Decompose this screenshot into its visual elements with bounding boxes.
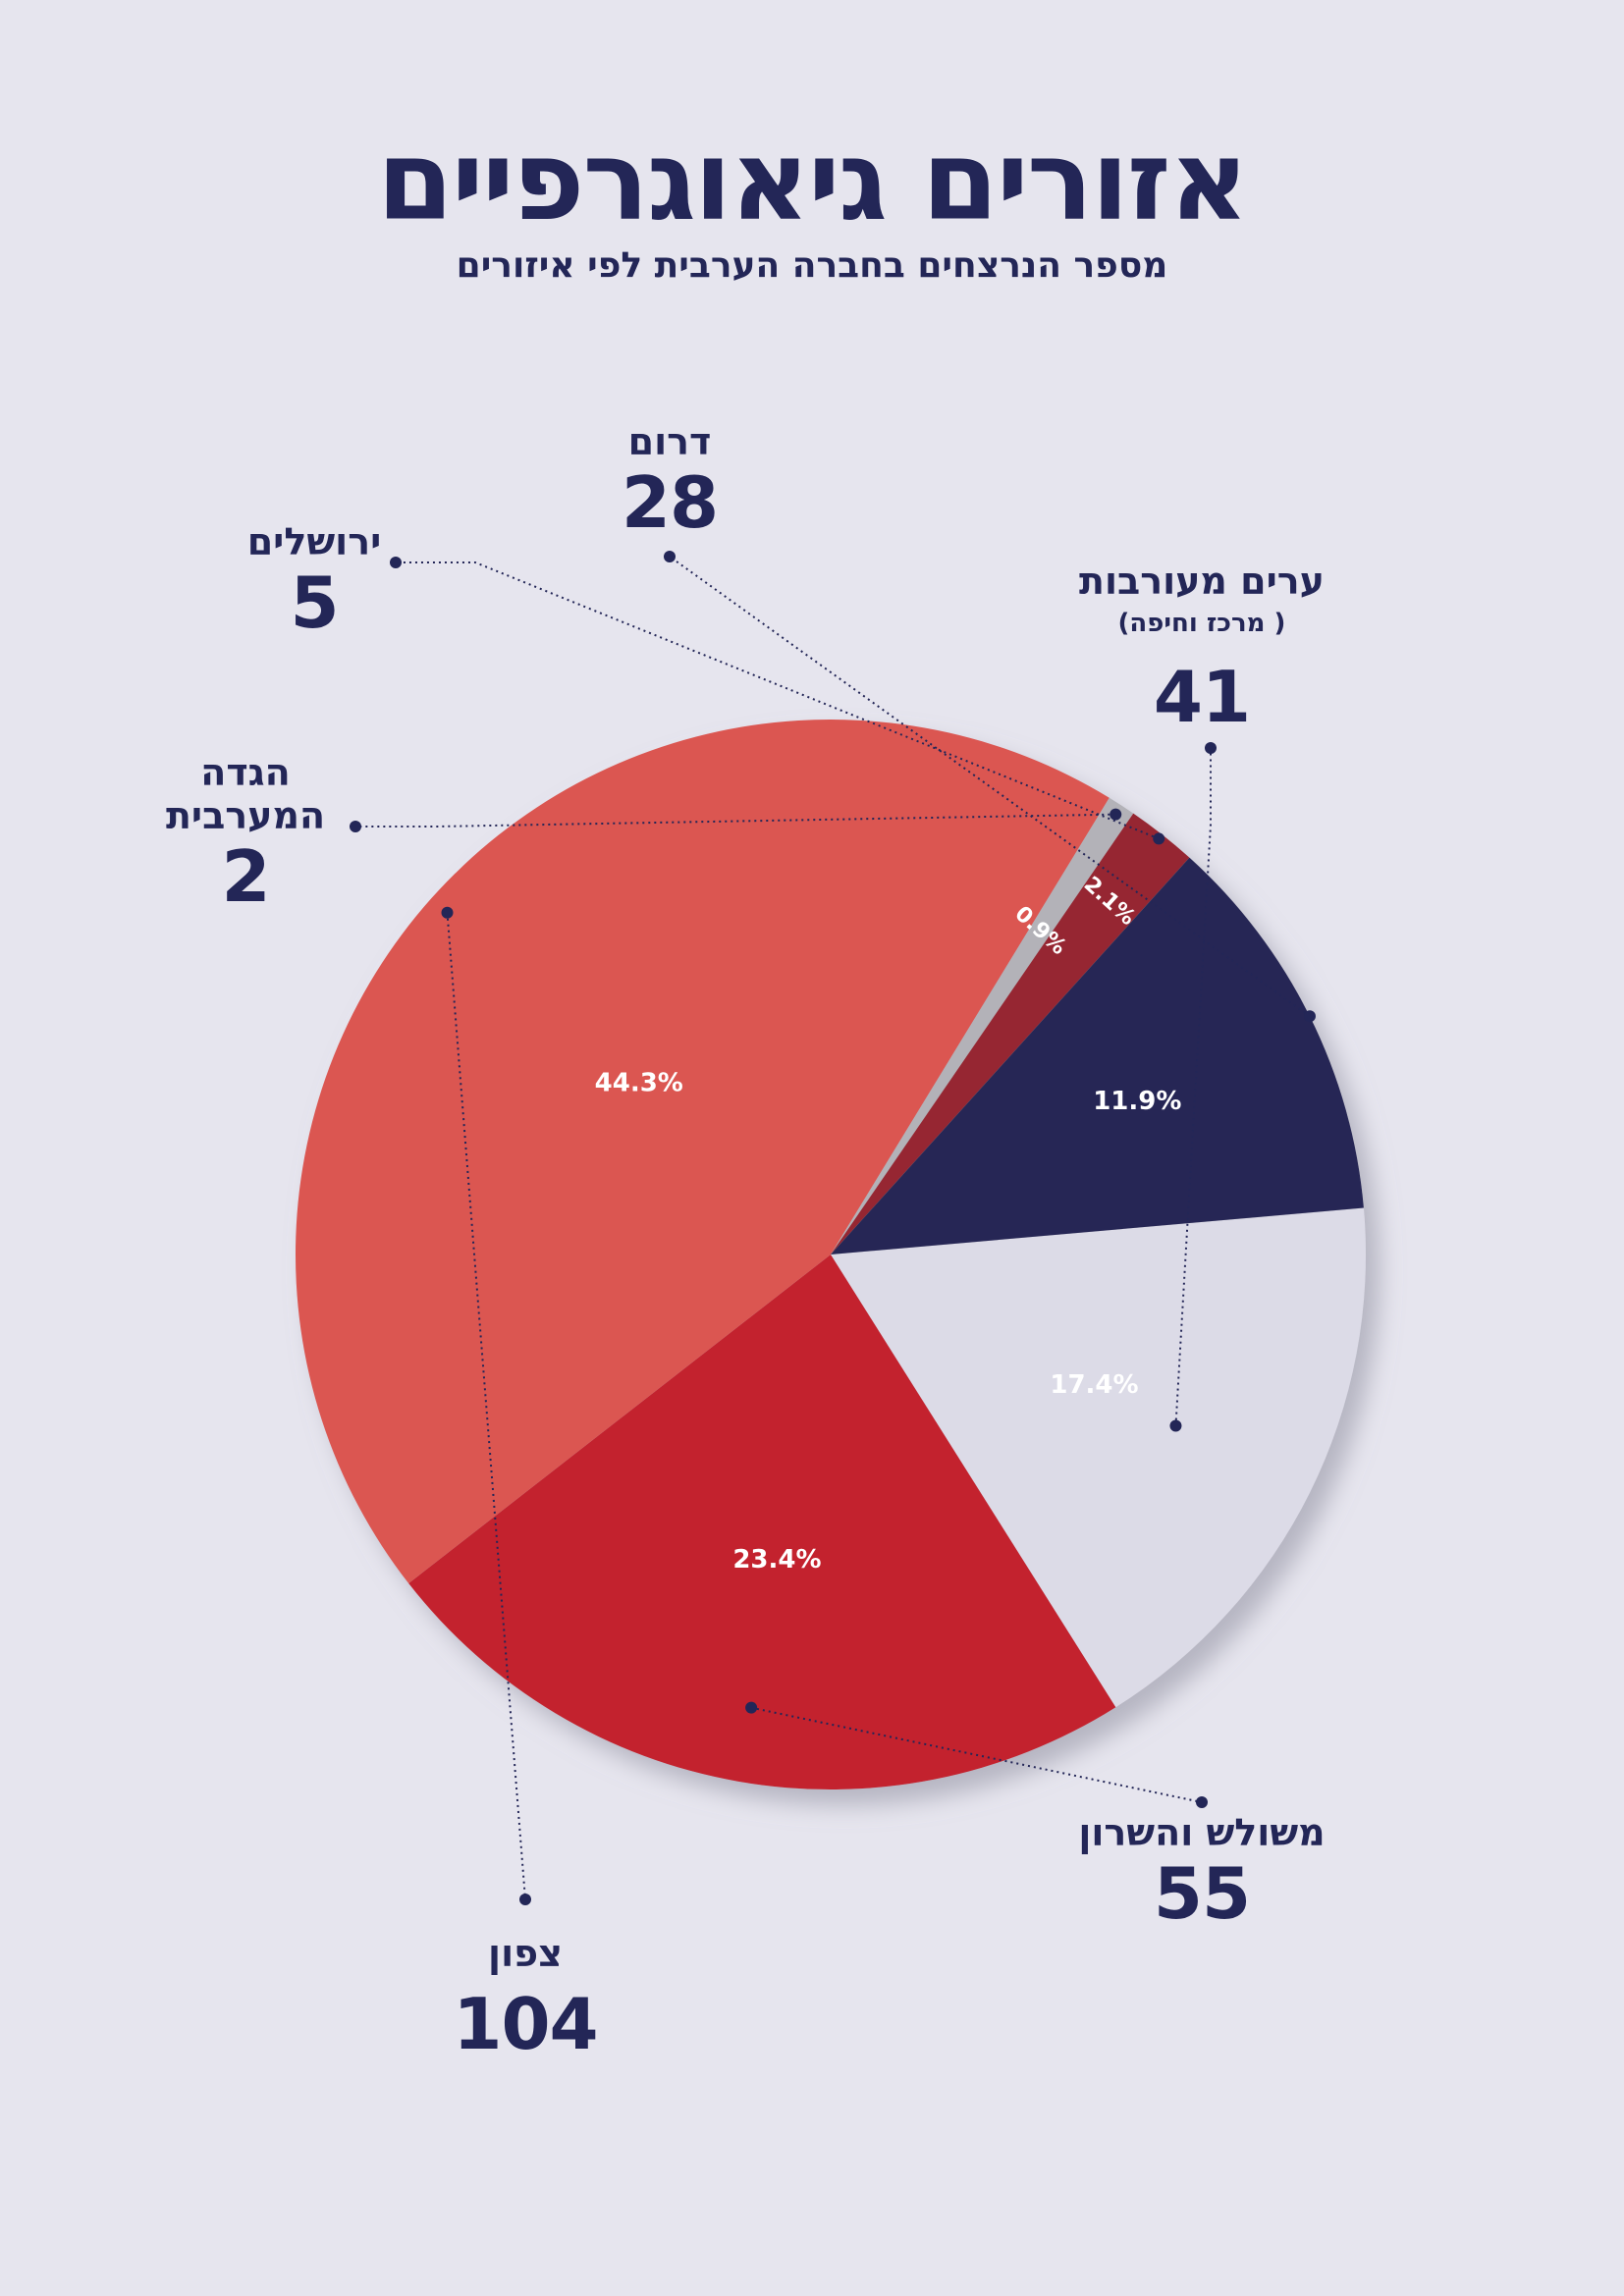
leader-dot-north-start [441, 906, 454, 919]
label-mixed: ערים מעורבות ( מרכז וחיפה) 41 [1005, 560, 1398, 736]
pie-slice-north [295, 719, 1110, 1584]
pie-slice-mixed [831, 1207, 1366, 1708]
label-jerusalem-value: 5 [290, 561, 339, 644]
pie-slice-triangle [408, 1255, 1116, 1789]
label-triangle-value: 55 [1153, 1852, 1251, 1935]
leader-dot-triangle-start [745, 1701, 758, 1714]
label-north-value: 104 [453, 1983, 598, 2065]
label-triangle-name: משולש והשרון [1078, 1811, 1326, 1854]
label-south: דרום 28 [473, 420, 866, 542]
leader-dot-jerusalem-start [1153, 832, 1165, 845]
label-north: צפון 104 [329, 1932, 722, 2063]
leader-dot-south-end [664, 551, 676, 562]
label-mixed-value: 41 [1153, 656, 1251, 738]
label-triangle: משולש והשרון 55 [1005, 1811, 1398, 1933]
pie-slice-westbank [831, 797, 1134, 1255]
percent-label-mixed: 17.4% [1050, 1370, 1138, 1400]
leader-dot-mixed-end [1205, 742, 1217, 754]
leader-line-north [446, 912, 526, 1900]
leader-dot-south-start [1303, 1010, 1316, 1023]
leader-line-south [669, 556, 1311, 1018]
percent-label-south: 11.9% [1093, 1087, 1181, 1116]
label-jerusalem: ירושלים 5 [118, 520, 511, 642]
percent-label-north: 44.3% [595, 1068, 683, 1097]
chart-subtitle: מספר הנרצחים בחברה הערבית לפי איזורים [456, 245, 1168, 286]
leader-line-mixed [1174, 748, 1212, 1426]
chart-title: אזורים גיאוגרפיים [376, 118, 1249, 245]
pie-slice-south [831, 857, 1364, 1255]
leader-dot-north-end [519, 1894, 531, 1905]
label-westbank: הגדה המערבית 2 [137, 751, 353, 916]
label-jerusalem-name: ירושלים [246, 520, 382, 563]
label-south-value: 28 [621, 461, 719, 544]
leader-dot-westbank-end [350, 821, 361, 832]
leader-dot-jerusalem-end [390, 557, 402, 568]
label-westbank-value: 2 [221, 835, 270, 918]
leader-line-triangle [750, 1706, 1203, 1803]
percent-label-triangle: 23.4% [732, 1545, 821, 1575]
leader-line-jerusalem [396, 561, 1160, 840]
leader-line-westbank [355, 813, 1116, 828]
leader-dot-mixed-start [1169, 1419, 1182, 1432]
label-mixed-name: ערים מעורבות [1079, 560, 1325, 603]
leader-dot-triangle-end [1196, 1796, 1208, 1808]
label-westbank-name: הגדה המערבית [165, 751, 326, 837]
label-mixed-note: ( מרכז וחיפה) [1117, 609, 1286, 638]
leader-dot-westbank-start [1110, 808, 1122, 821]
label-south-name: דרום [627, 420, 712, 463]
label-north-name: צפון [488, 1932, 563, 1975]
pie-slice-jerusalem [831, 813, 1190, 1255]
